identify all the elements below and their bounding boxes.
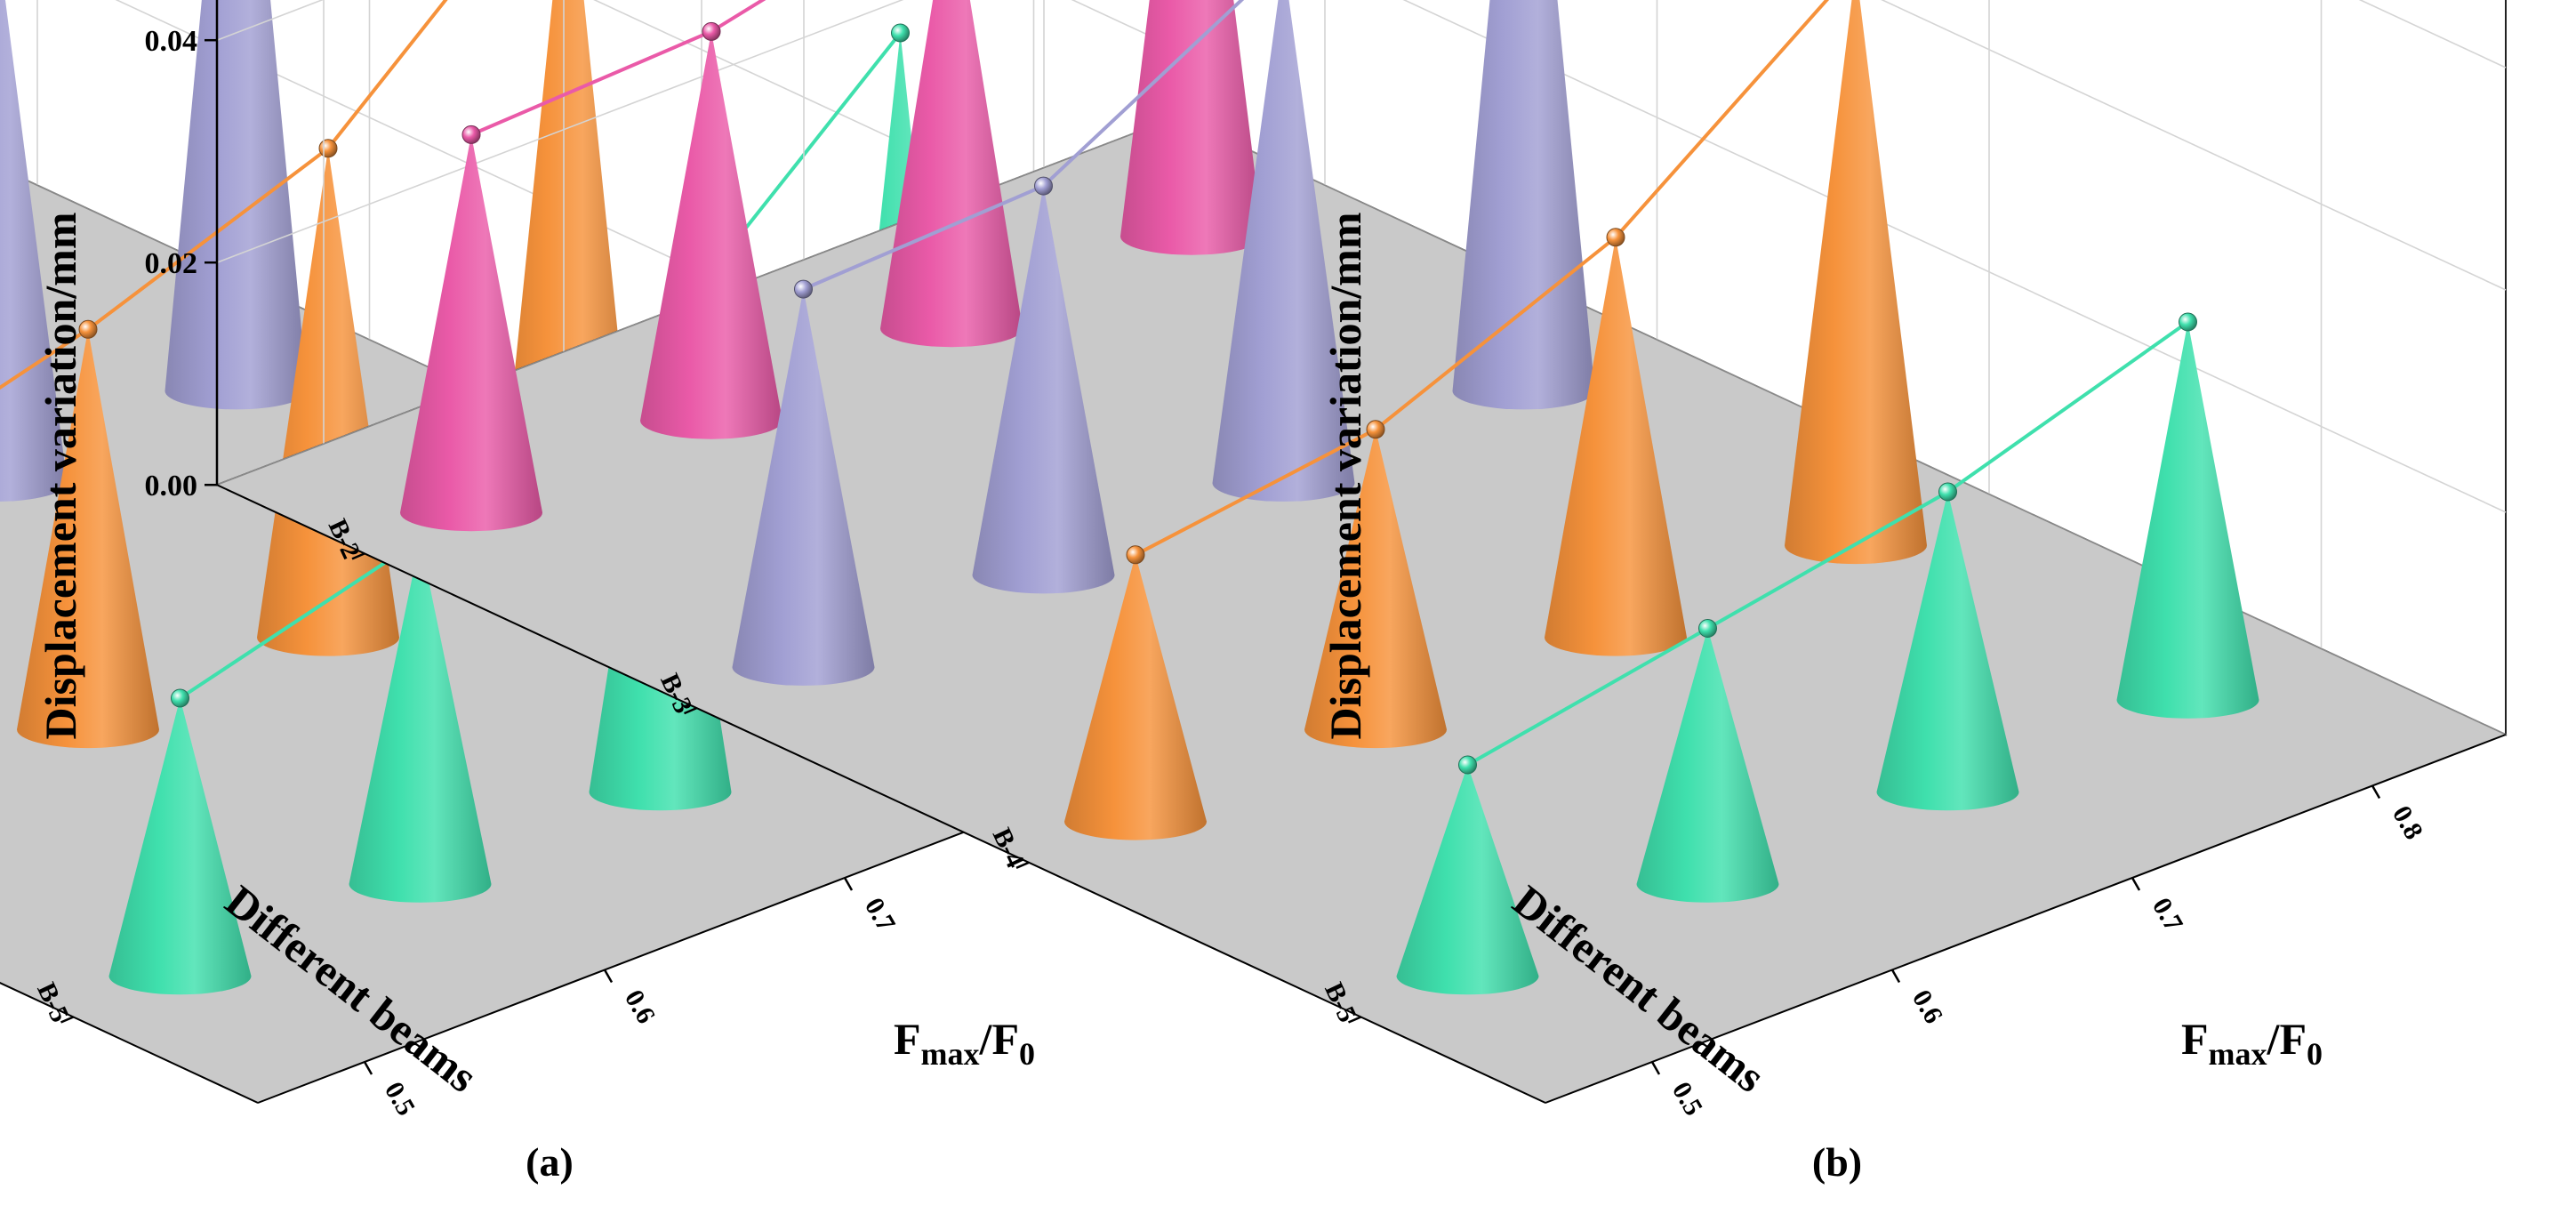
- cone-B-5-0.5: [108, 698, 252, 995]
- chart-panel-b: 0.000.020.040.060.080.50.60.70.8B-2B-3B-…: [145, 0, 2508, 1185]
- series-lines: [461, 0, 2197, 775]
- point-B-4-0.6: [1366, 420, 1385, 439]
- cone-B-3-0.7: [1212, 0, 1355, 502]
- cone-B-2-0.5: [400, 134, 542, 532]
- z-tick-label: 0.02: [145, 247, 198, 280]
- cone-B-5-0.6: [1636, 628, 1779, 903]
- z-axis-title: Displacement variation/mm: [1320, 213, 1370, 740]
- cone-B-4-0.8: [1785, 0, 1927, 565]
- cone-B-3-0.8: [165, 0, 308, 410]
- cones: [400, 0, 2259, 995]
- x-tick-label: 0.5: [379, 1077, 421, 1121]
- x-tick-label: 0.8: [2387, 801, 2428, 845]
- point-B-5-0.5: [1458, 755, 1477, 775]
- x-tick-label: 0.6: [1906, 985, 1948, 1029]
- series-line-B-4: [0, 0, 448, 390]
- z-tick-label: 0.04: [145, 25, 198, 58]
- point-B-4-0.7: [318, 139, 338, 158]
- cone-B-3-0.5: [732, 289, 875, 686]
- cone-B-2-0.8: [1120, 0, 1263, 255]
- point-B-4-0.7: [1606, 228, 1625, 247]
- panel-caption: (a): [526, 1139, 574, 1185]
- point-B-5-0.5: [171, 688, 189, 708]
- cone-B-4-0.5: [1064, 554, 1207, 840]
- cone-B-5-0.6: [349, 539, 492, 903]
- x-axis-title: Fmax/F0: [894, 1014, 1035, 1072]
- point-B-5-0.8: [891, 23, 910, 43]
- series-line-B-5: [1466, 320, 2189, 767]
- z-tick-label: 0.00: [145, 470, 198, 502]
- series-line-B-2: [470, 0, 766, 137]
- y-axis: [216, 484, 1546, 1104]
- cone-B-5-0.8: [2116, 322, 2259, 719]
- point-B-3-0.6: [1034, 176, 1053, 196]
- point-B-2-0.5: [461, 125, 481, 144]
- y-axis: [0, 982, 259, 1104]
- x-axis-title: Fmax/F0: [2181, 1014, 2323, 1072]
- cone-B-2-0.6: [640, 31, 782, 439]
- x-tick-label: 0.7: [2147, 893, 2188, 937]
- cone-B-3-0.6: [972, 186, 1115, 594]
- panel-caption: (b): [1812, 1139, 1862, 1185]
- cone-B-5-0.5: [1396, 765, 1539, 995]
- cone-B-5-0.7: [1876, 492, 2019, 811]
- series-line-B-4: [1135, 0, 1830, 557]
- x-tick-label: 0.7: [859, 893, 901, 937]
- point-B-4-0.6: [78, 319, 98, 339]
- point-B-3-0.5: [794, 279, 813, 299]
- cone-B-4-0.6: [17, 329, 159, 749]
- z-axis-title: Displacement variation/mm: [36, 213, 85, 740]
- x-axis: [1545, 734, 2507, 1104]
- cone-B-4-0.6: [1304, 429, 1447, 749]
- point-B-5-0.8: [2179, 312, 2197, 332]
- point-B-2-0.6: [702, 21, 721, 41]
- x-tick-label: 0.6: [619, 985, 661, 1029]
- point-B-5-0.6: [1698, 619, 1717, 638]
- cone-B-2-0.7: [880, 0, 1023, 348]
- cone-B-4-0.7: [1545, 237, 1687, 656]
- series-line-B-3: [802, 0, 1245, 291]
- point-B-4-0.5: [1126, 545, 1145, 565]
- cone-B-3-0.8: [1452, 0, 1595, 410]
- point-B-5-0.7: [1938, 482, 1957, 502]
- x-tick-label: 0.5: [1666, 1077, 1708, 1121]
